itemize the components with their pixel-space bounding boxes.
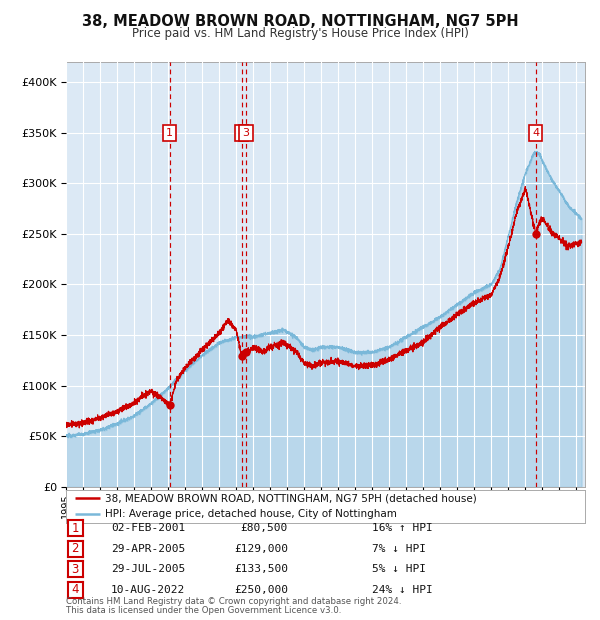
- Text: 1: 1: [166, 128, 173, 138]
- Text: 38, MEADOW BROWN ROAD, NOTTINGHAM, NG7 5PH (detached house): 38, MEADOW BROWN ROAD, NOTTINGHAM, NG7 5…: [105, 493, 476, 503]
- Text: 29-JUL-2005: 29-JUL-2005: [111, 564, 185, 574]
- Text: 1: 1: [71, 522, 79, 534]
- Text: 38, MEADOW BROWN ROAD, NOTTINGHAM, NG7 5PH: 38, MEADOW BROWN ROAD, NOTTINGHAM, NG7 5…: [82, 14, 518, 29]
- Text: £80,500: £80,500: [241, 523, 288, 533]
- Text: £129,000: £129,000: [234, 544, 288, 554]
- Text: 7% ↓ HPI: 7% ↓ HPI: [372, 544, 426, 554]
- Text: 4: 4: [71, 583, 79, 596]
- Text: 02-FEB-2001: 02-FEB-2001: [111, 523, 185, 533]
- Text: 29-APR-2005: 29-APR-2005: [111, 544, 185, 554]
- Text: This data is licensed under the Open Government Licence v3.0.: This data is licensed under the Open Gov…: [66, 606, 341, 615]
- Text: 2: 2: [71, 542, 79, 555]
- Text: HPI: Average price, detached house, City of Nottingham: HPI: Average price, detached house, City…: [105, 510, 397, 520]
- Text: Contains HM Land Registry data © Crown copyright and database right 2024.: Contains HM Land Registry data © Crown c…: [66, 597, 401, 606]
- Text: 3: 3: [242, 128, 250, 138]
- Text: £250,000: £250,000: [234, 585, 288, 595]
- Text: 24% ↓ HPI: 24% ↓ HPI: [372, 585, 433, 595]
- Text: 10-AUG-2022: 10-AUG-2022: [111, 585, 185, 595]
- Text: 16% ↑ HPI: 16% ↑ HPI: [372, 523, 433, 533]
- Text: £133,500: £133,500: [234, 564, 288, 574]
- Text: 3: 3: [71, 563, 79, 575]
- Text: 4: 4: [532, 128, 539, 138]
- Text: 5% ↓ HPI: 5% ↓ HPI: [372, 564, 426, 574]
- Text: Price paid vs. HM Land Registry's House Price Index (HPI): Price paid vs. HM Land Registry's House …: [131, 27, 469, 40]
- Text: 2: 2: [238, 128, 245, 138]
